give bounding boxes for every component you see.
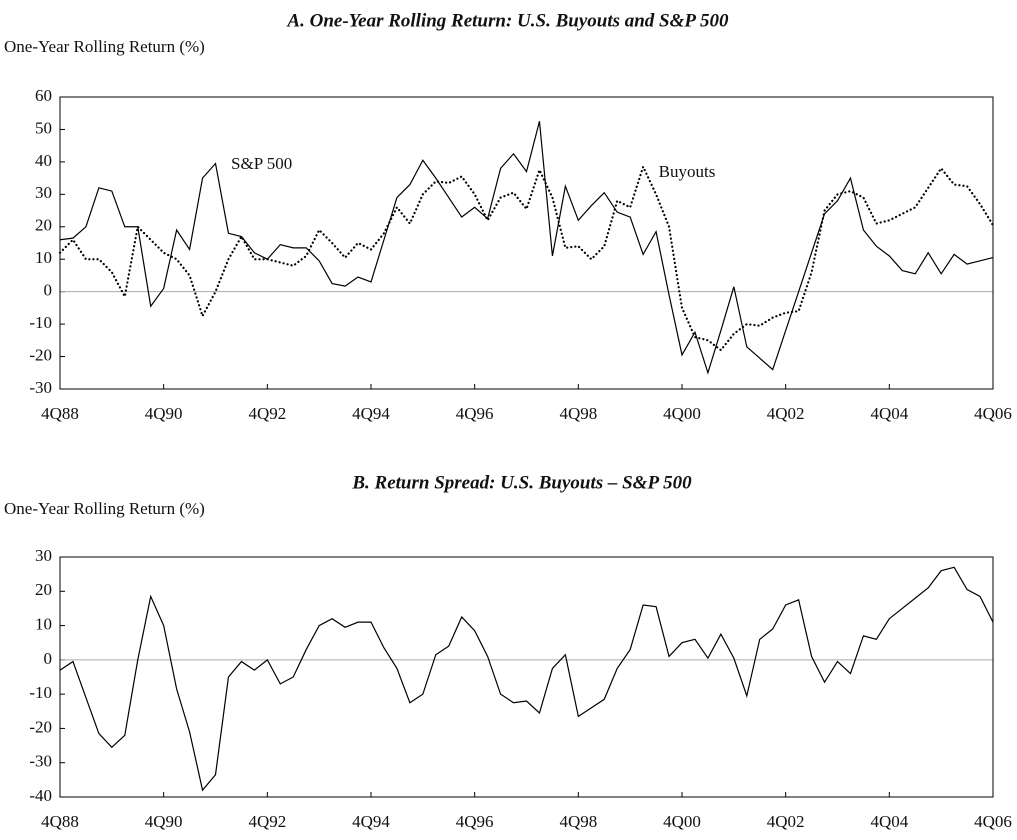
x-tick-label: 4Q90 (145, 812, 183, 831)
x-tick-label: 4Q98 (559, 812, 597, 831)
x-tick-label: 4Q90 (145, 404, 183, 423)
y-tick-label: 20 (35, 216, 52, 235)
x-tick-label: 4Q96 (456, 404, 494, 423)
x-tick-label: 4Q06 (974, 404, 1012, 423)
y-tick-label: -10 (29, 313, 52, 332)
x-tick-label: 4Q98 (559, 404, 597, 423)
y-axis-label: One-Year Rolling Return (%) (4, 37, 205, 56)
x-tick-label: 4Q04 (870, 812, 908, 831)
x-tick-label: 4Q88 (41, 812, 79, 831)
y-tick-label: -10 (29, 683, 52, 702)
x-tick-label: 4Q02 (767, 404, 805, 423)
x-tick-label: 4Q04 (870, 404, 908, 423)
data-line (58, 163, 995, 352)
plot-frame (59, 556, 994, 798)
series-label: Buyouts (659, 162, 716, 181)
x-tick-label: 4Q88 (41, 404, 79, 423)
y-tick-label: 40 (35, 151, 52, 170)
x-tick-label: 4Q92 (248, 812, 286, 831)
chart-title: B. Return Spread: U.S. Buyouts – S&P 500 (351, 472, 692, 493)
y-tick-label: 60 (35, 86, 52, 105)
y-tick-label: 50 (35, 118, 52, 137)
y-tick-label: -30 (29, 378, 52, 397)
y-tick-label: -30 (29, 752, 52, 771)
x-tick-label: 4Q92 (248, 404, 286, 423)
x-tick-label: 4Q06 (974, 812, 1012, 831)
y-tick-label: 30 (35, 183, 52, 202)
series-label: S&P 500 (231, 154, 292, 173)
x-tick-label: 4Q94 (352, 812, 390, 831)
y-tick-label: 10 (35, 614, 52, 633)
x-tick-label: 4Q02 (767, 812, 805, 831)
x-tick-label: 4Q00 (663, 404, 701, 423)
x-tick-label: 4Q00 (663, 812, 701, 831)
y-tick-label: 20 (35, 580, 52, 599)
data-line (59, 121, 994, 375)
plot-frame (59, 96, 994, 390)
x-tick-label: 4Q96 (456, 812, 494, 831)
y-tick-label: 0 (44, 281, 53, 300)
y-tick-label: 0 (44, 649, 53, 668)
y-tick-label: -20 (29, 717, 52, 736)
x-tick-label: 4Q94 (352, 404, 390, 423)
y-tick-label: -20 (29, 345, 52, 364)
data-line (59, 566, 994, 792)
y-tick-label: 30 (35, 546, 52, 565)
y-axis-label: One-Year Rolling Return (%) (4, 499, 205, 518)
y-tick-label: -40 (29, 786, 52, 805)
chart-title: A. One-Year Rolling Return: U.S. Buyouts… (286, 10, 729, 31)
y-tick-label: 10 (35, 248, 52, 267)
